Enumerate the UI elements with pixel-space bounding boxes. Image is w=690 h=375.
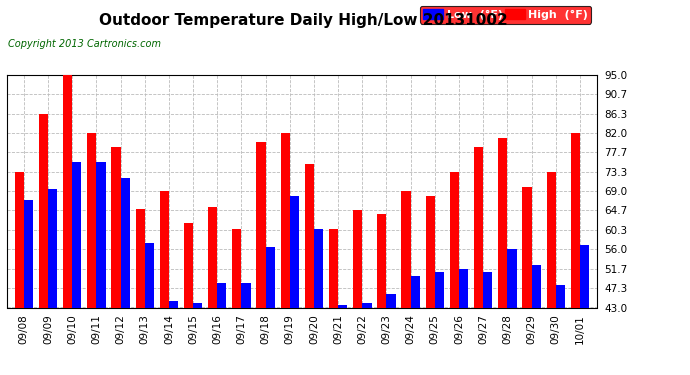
- Bar: [555, 285, 565, 308]
- Bar: [208, 207, 217, 308]
- Bar: [39, 114, 48, 308]
- Text: Copyright 2013 Cartronics.com: Copyright 2013 Cartronics.com: [8, 39, 161, 50]
- Bar: [169, 301, 178, 307]
- Bar: [233, 229, 241, 308]
- Bar: [63, 75, 72, 307]
- Bar: [257, 142, 266, 308]
- Bar: [329, 229, 338, 308]
- Bar: [111, 147, 121, 308]
- Bar: [411, 276, 420, 308]
- Bar: [281, 133, 290, 308]
- Bar: [435, 272, 444, 308]
- Bar: [97, 162, 106, 308]
- Bar: [459, 270, 469, 308]
- Bar: [498, 138, 507, 308]
- Bar: [14, 172, 24, 308]
- Bar: [121, 178, 130, 308]
- Bar: [450, 172, 459, 308]
- Bar: [314, 229, 323, 308]
- Bar: [72, 162, 81, 308]
- Bar: [546, 172, 555, 308]
- Bar: [386, 294, 395, 307]
- Bar: [266, 247, 275, 308]
- Bar: [531, 265, 541, 308]
- Bar: [402, 191, 411, 308]
- Bar: [217, 283, 226, 308]
- Bar: [159, 191, 169, 308]
- Bar: [571, 133, 580, 308]
- Bar: [377, 214, 386, 308]
- Bar: [87, 133, 97, 308]
- Bar: [474, 147, 483, 308]
- Bar: [426, 196, 435, 308]
- Bar: [353, 210, 362, 308]
- Bar: [338, 305, 347, 308]
- Text: Outdoor Temperature Daily High/Low 20131002: Outdoor Temperature Daily High/Low 20131…: [99, 13, 508, 28]
- Bar: [362, 303, 371, 307]
- Bar: [184, 222, 193, 308]
- Bar: [305, 164, 314, 308]
- Bar: [135, 209, 145, 308]
- Bar: [522, 187, 531, 308]
- Bar: [241, 283, 250, 308]
- Legend: Low  (°F), High  (°F): Low (°F), High (°F): [420, 6, 591, 24]
- Bar: [145, 243, 154, 308]
- Bar: [580, 245, 589, 308]
- Bar: [483, 272, 493, 308]
- Bar: [24, 200, 33, 308]
- Bar: [290, 196, 299, 308]
- Bar: [48, 189, 57, 308]
- Bar: [507, 249, 517, 308]
- Bar: [193, 303, 202, 307]
